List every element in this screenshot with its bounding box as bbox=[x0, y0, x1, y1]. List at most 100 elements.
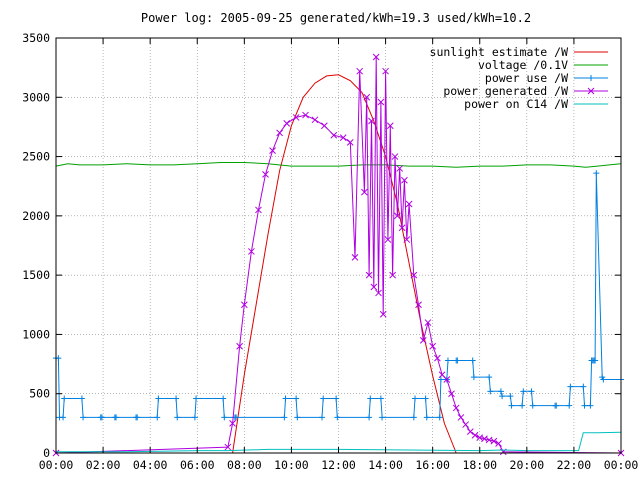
data-point-power-use-w bbox=[134, 414, 141, 421]
data-point-power-use-w bbox=[444, 357, 451, 364]
axis-ticks: 00:00 02:00 04:00 06:00 08:00 10:00 12:00 14:00… bbox=[22, 31, 638, 472]
x-tick-label: 08:00 bbox=[227, 458, 262, 472]
data-point-power-generated-w bbox=[302, 111, 309, 119]
data-point-power-use-w bbox=[80, 414, 87, 421]
y-tick-label: 3000 bbox=[22, 90, 50, 104]
data-point-power-use-w bbox=[410, 414, 417, 421]
data-point-power-generated-w bbox=[462, 421, 469, 428]
data-point-power-generated-w bbox=[495, 440, 502, 447]
data-point-power-generated-w bbox=[384, 236, 392, 243]
data-point-power-generated-w bbox=[346, 138, 354, 146]
legend-label-sunlight-estimate-w: sunlight estimate /W bbox=[430, 45, 569, 59]
data-point-power-use-w bbox=[282, 395, 289, 402]
legend-marker-power-use-w bbox=[588, 75, 594, 81]
data-point-power-use-w bbox=[497, 388, 504, 395]
data-point-power-generated-w bbox=[311, 116, 319, 124]
x-tick-label: 20:00 bbox=[510, 458, 545, 472]
series-line-power-on-c14-w bbox=[56, 431, 622, 453]
data-point-power-use-w bbox=[507, 393, 514, 400]
legend-entry-voltage-0-1v: voltage /0.1V bbox=[478, 58, 608, 72]
data-point-power-use-w bbox=[379, 414, 386, 421]
data-point-power-use-w bbox=[334, 414, 341, 421]
data-point-power-generated-w bbox=[240, 301, 248, 309]
data-point-power-generated-w bbox=[363, 93, 371, 101]
x-tick-label: 04:00 bbox=[133, 458, 168, 472]
data-point-power-use-w bbox=[233, 414, 240, 421]
data-point-power-generated-w bbox=[429, 342, 437, 350]
data-point-power-use-w bbox=[423, 414, 430, 421]
data-point-power-use-w bbox=[581, 402, 588, 409]
series-line-sunlight-estimate-w bbox=[232, 74, 457, 454]
data-point-power-generated-w bbox=[452, 404, 460, 412]
data-point-power-generated-w bbox=[389, 271, 396, 279]
legend-marker-power-generated-w bbox=[587, 87, 595, 95]
data-point-power-generated-w bbox=[415, 301, 422, 309]
data-point-power-use-w bbox=[191, 414, 198, 421]
data-point-power-generated-w bbox=[375, 289, 382, 297]
data-point-power-use-w bbox=[592, 357, 599, 364]
y-tick-label: 2500 bbox=[22, 150, 50, 164]
x-tick-label: 22:00 bbox=[557, 458, 592, 472]
legend-entry-sunlight-estimate-w: sunlight estimate /W bbox=[430, 45, 608, 59]
data-point-power-use-w bbox=[221, 414, 228, 421]
data-point-power-generated-w bbox=[394, 212, 401, 220]
data-point-power-generated-w bbox=[386, 122, 394, 130]
data-point-power-generated-w bbox=[401, 176, 408, 184]
data-point-power-generated-w bbox=[236, 342, 243, 350]
legend-entry-power-on-c14-w: power on C14 /W bbox=[464, 97, 608, 111]
data-point-power-use-w bbox=[529, 402, 536, 409]
data-point-power-generated-w bbox=[379, 310, 387, 318]
data-point-power-use-w bbox=[469, 357, 476, 364]
data-point-power-generated-w bbox=[255, 206, 262, 214]
data-point-power-use-w bbox=[333, 395, 340, 402]
data-point-power-use-w bbox=[220, 395, 227, 402]
chart-title: Power log: 2005-09-25 generated/kWh=19.3… bbox=[141, 11, 531, 25]
data-point-power-use-w bbox=[377, 395, 384, 402]
data-point-power-use-w bbox=[60, 414, 67, 421]
data-point-power-generated-w bbox=[276, 129, 283, 137]
data-point-power-use-w bbox=[193, 395, 200, 402]
x-tick-label: 16:00 bbox=[415, 458, 450, 472]
data-point-power-generated-w bbox=[248, 248, 255, 255]
y-tick-label: 500 bbox=[29, 387, 50, 401]
data-point-power-generated-w bbox=[356, 67, 364, 75]
data-point-power-use-w bbox=[499, 393, 506, 400]
data-point-power-use-w bbox=[519, 402, 526, 409]
x-tick-label: 06:00 bbox=[180, 458, 215, 472]
data-point-power-generated-w bbox=[269, 147, 276, 154]
data-point-power-use-w bbox=[281, 414, 288, 421]
data-point-power-generated-w bbox=[370, 283, 378, 291]
data-point-power-generated-w bbox=[471, 431, 479, 439]
legend-label-voltage-0-1v: voltage /0.1V bbox=[478, 58, 568, 72]
data-point-power-use-w bbox=[553, 402, 560, 409]
data-point-power-use-w bbox=[174, 414, 181, 421]
data-point-power-generated-w bbox=[448, 390, 455, 398]
data-point-power-use-w bbox=[154, 414, 161, 421]
data-point-power-generated-w bbox=[405, 200, 413, 208]
legend-label-power-generated-w: power generated /W bbox=[443, 84, 568, 98]
data-point-power-generated-w bbox=[321, 122, 328, 130]
data-point-power-generated-w bbox=[361, 188, 368, 196]
data-point-power-generated-w bbox=[224, 443, 232, 451]
y-tick-label: 3500 bbox=[22, 31, 50, 45]
series-power-on-c14-w bbox=[56, 431, 622, 453]
data-point-power-use-w bbox=[319, 414, 326, 421]
data-point-power-use-w bbox=[366, 414, 373, 421]
data-point-power-use-w bbox=[566, 402, 573, 409]
data-point-power-use-w bbox=[294, 414, 301, 421]
x-tick-label: 14:00 bbox=[368, 458, 403, 472]
data-point-power-generated-w bbox=[377, 98, 385, 106]
data-point-power-generated-w bbox=[372, 53, 380, 61]
data-point-power-use-w bbox=[412, 395, 419, 402]
data-point-power-use-w bbox=[520, 388, 527, 395]
data-point-power-generated-w bbox=[403, 236, 411, 243]
series-sunlight-estimate-w bbox=[232, 74, 457, 454]
y-tick-label: 0 bbox=[43, 446, 50, 460]
data-point-power-generated-w bbox=[410, 271, 418, 279]
data-point-power-generated-w bbox=[443, 376, 451, 383]
series-power-use-w bbox=[53, 170, 624, 421]
data-point-power-generated-w bbox=[339, 134, 347, 141]
gridlines bbox=[56, 38, 621, 453]
